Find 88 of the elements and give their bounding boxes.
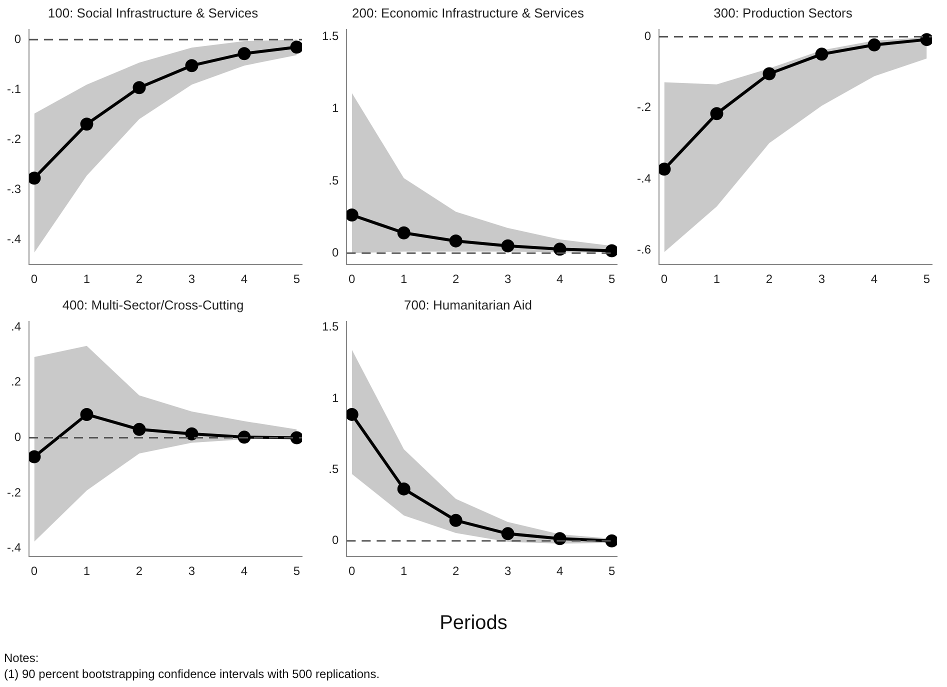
x-tick-label: 3 xyxy=(188,272,196,286)
point xyxy=(397,482,410,496)
point xyxy=(185,427,198,440)
chart-title: 400: Multi-Sector/Cross-Cutting xyxy=(62,297,244,312)
y-tick-label: .5 xyxy=(328,462,339,476)
point xyxy=(449,514,462,527)
text: (1) 90 percent bootstrapping confidence intervals with 500 replications. xyxy=(4,666,380,682)
point xyxy=(290,40,302,54)
chart-title: 100: Social Infrastructure & Services xyxy=(48,5,259,20)
x-tick-label: 5 xyxy=(923,272,930,286)
y-tick-label: 0 xyxy=(332,533,339,548)
x-tick-label: 5 xyxy=(293,272,300,286)
point xyxy=(868,38,881,52)
point xyxy=(659,162,671,176)
point xyxy=(29,172,41,185)
x-tick-label: 3 xyxy=(818,272,826,286)
y-tick-label: -.1 xyxy=(6,82,22,96)
point xyxy=(449,234,462,248)
y-tick-label: .4 xyxy=(10,319,22,334)
x-axis-title: Periods xyxy=(438,612,508,635)
point xyxy=(29,450,41,464)
y-tick-label: -.4 xyxy=(6,540,22,555)
text: Notes: xyxy=(4,650,40,666)
x-tick-label: 4 xyxy=(240,272,248,286)
point xyxy=(710,107,724,120)
y-tick-label: 1 xyxy=(332,390,339,405)
x-tick-label: 1 xyxy=(713,272,720,286)
x-tick-label: 0 xyxy=(348,564,356,578)
x-tick-label: 2 xyxy=(136,564,143,578)
x-tick-label: 4 xyxy=(870,272,878,286)
point xyxy=(346,208,358,222)
point xyxy=(605,534,617,548)
x-tick-label: 5 xyxy=(608,564,616,578)
x-tick-label: 2 xyxy=(452,564,460,578)
y-tick-label: .2 xyxy=(10,374,22,389)
x-tick-label: 4 xyxy=(240,564,248,578)
y-tick-label: -.3 xyxy=(6,182,22,196)
x-tick-label: 3 xyxy=(188,564,196,578)
point xyxy=(501,527,514,540)
x-tick-label: 1 xyxy=(83,272,90,286)
chart-title: 200: Economic Infrastructure & Services xyxy=(352,5,584,20)
point xyxy=(397,226,410,240)
point xyxy=(815,48,828,61)
point xyxy=(185,59,198,72)
x-tick-label: 0 xyxy=(660,272,668,286)
y-tick-label: -.2 xyxy=(6,485,22,500)
y-tick-label: -.4 xyxy=(636,171,652,186)
y-tick-label: 0 xyxy=(14,430,22,444)
x-tick-label: 2 xyxy=(136,272,143,286)
y-tick-label: 0 xyxy=(14,32,22,46)
y-tick-label: -.4 xyxy=(6,232,22,246)
x-tick-label: 4 xyxy=(556,564,564,578)
x-tick-label: 3 xyxy=(504,564,512,578)
point xyxy=(762,67,776,80)
x-tick-label: 2 xyxy=(766,272,773,286)
y-tick-label: 1.5 xyxy=(322,29,339,44)
chart-title: 700: Humanitarian Aid xyxy=(404,297,532,312)
chart-title: 300: Production Sectors xyxy=(714,5,853,20)
point xyxy=(132,422,146,436)
point xyxy=(80,118,94,131)
point xyxy=(346,408,358,421)
x-tick-label: 3 xyxy=(504,272,512,286)
y-tick-label: 1 xyxy=(332,101,339,116)
x-tick-label: 5 xyxy=(293,564,300,578)
x-tick-label: 1 xyxy=(83,564,90,578)
x-tick-label: 0 xyxy=(30,272,38,286)
y-tick-label: .5 xyxy=(328,173,339,188)
y-tick-label: -.6 xyxy=(636,242,652,257)
point xyxy=(238,47,251,60)
x-tick-label: 1 xyxy=(400,564,408,578)
y-tick-label: 0 xyxy=(644,29,652,44)
y-tick-label: -.2 xyxy=(6,132,22,146)
y-tick-label: 0 xyxy=(332,245,339,260)
x-tick-label: 5 xyxy=(608,272,616,286)
x-tick-label: 0 xyxy=(30,564,38,578)
x-tick-label: 0 xyxy=(348,272,356,286)
x-tick-label: 1 xyxy=(400,272,408,286)
point xyxy=(605,244,617,258)
point xyxy=(132,81,146,94)
point xyxy=(501,239,514,252)
point xyxy=(80,408,94,421)
point xyxy=(553,242,566,256)
y-tick-label: -.2 xyxy=(636,100,652,114)
y-tick-label: 1.5 xyxy=(322,320,339,334)
x-tick-label: 4 xyxy=(556,272,564,286)
point xyxy=(290,431,302,444)
x-tick-label: 2 xyxy=(452,272,460,286)
point xyxy=(920,33,932,46)
